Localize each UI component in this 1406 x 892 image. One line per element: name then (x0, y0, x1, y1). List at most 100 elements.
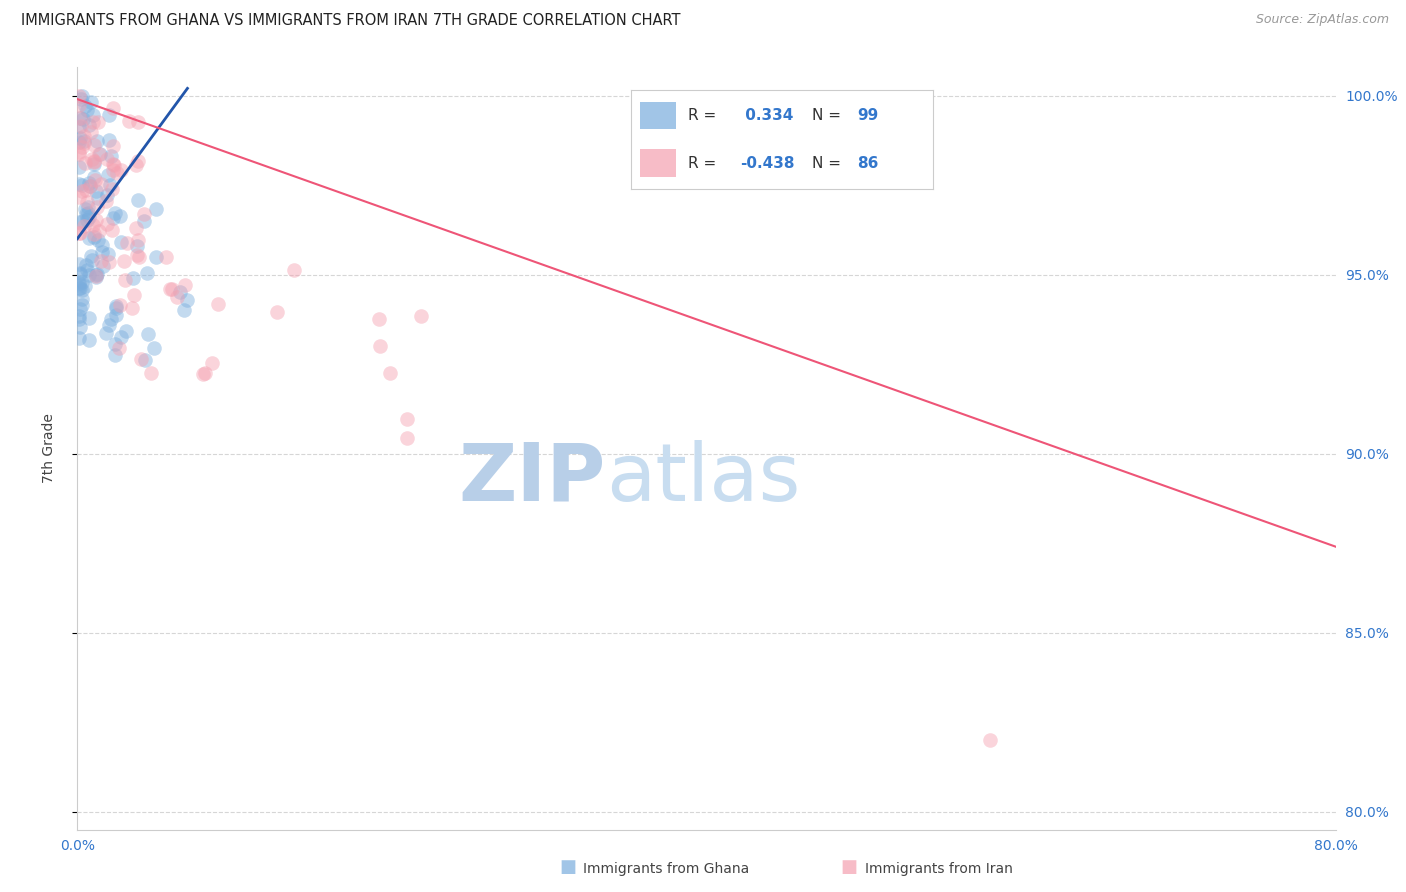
Point (979, 733, 1001, 747)
Point (127, 193, 149, 207)
Point (173, 303, 195, 318)
Point (70, 283, 93, 297)
Point (73, 128, 96, 143)
Point (69, 227, 91, 241)
Point (76, 103, 98, 117)
Point (80, 249, 103, 263)
Point (169, 285, 191, 300)
Point (76, 262, 98, 277)
Point (70, 275, 93, 289)
Point (127, 154, 149, 169)
Point (72, 213, 94, 227)
Point (83, 230, 105, 244)
Point (378, 366, 401, 380)
Point (84, 173, 107, 187)
Point (70, 178, 93, 193)
Point (67, 135, 90, 149)
Point (124, 288, 146, 302)
Point (191, 367, 214, 381)
Point (87, 233, 110, 247)
Point (132, 206, 155, 220)
Bar (640, 149, 676, 177)
Point (128, 250, 150, 264)
Point (76, 195, 98, 210)
Point (94, 326, 117, 340)
Point (105, 308, 128, 322)
Point (70, 140, 93, 154)
Point (176, 293, 198, 307)
Point (396, 432, 419, 446)
Point (266, 305, 288, 319)
Bar (640, 102, 676, 129)
Text: ■: ■ (560, 858, 576, 876)
Point (100, 178, 122, 193)
Point (104, 337, 127, 351)
Point (125, 220, 148, 235)
Point (86, 190, 108, 204)
Point (86, 268, 108, 282)
Point (77, 176, 100, 190)
Point (69, 131, 91, 145)
Point (118, 113, 141, 128)
Point (160, 282, 183, 296)
Point (108, 298, 131, 312)
Y-axis label: 7th Grade: 7th Grade (42, 413, 56, 483)
Point (96, 188, 118, 202)
Point (67, 147, 90, 161)
Text: N =: N = (813, 155, 841, 170)
Point (67, 161, 90, 175)
Point (108, 341, 131, 355)
Point (67, 178, 90, 192)
Point (101, 211, 124, 226)
Point (97, 169, 120, 183)
Text: Immigrants from Ghana: Immigrants from Ghana (583, 862, 749, 876)
Point (73, 136, 96, 151)
Point (75, 183, 97, 197)
Point (121, 301, 143, 315)
Text: IMMIGRANTS FROM GHANA VS IMMIGRANTS FROM IRAN 7TH GRADE CORRELATION CHART: IMMIGRANTS FROM GHANA VS IMMIGRANTS FROM… (21, 13, 681, 29)
Point (77, 311, 100, 326)
Point (145, 202, 167, 217)
Point (174, 278, 197, 293)
Point (80, 253, 103, 268)
Point (83, 155, 105, 169)
Point (69, 319, 91, 334)
Point (110, 162, 132, 177)
Point (79, 125, 101, 139)
Point (125, 248, 148, 262)
Point (89, 147, 111, 161)
Point (70, 298, 93, 312)
Point (67, 309, 90, 323)
Point (69, 112, 91, 126)
Point (201, 356, 224, 370)
Point (79, 178, 101, 193)
Point (67, 97, 90, 112)
Point (101, 138, 124, 153)
Point (112, 253, 135, 268)
Point (110, 330, 132, 344)
Point (104, 206, 127, 220)
Point (103, 163, 125, 178)
Point (90, 254, 112, 268)
Point (129, 352, 152, 367)
Point (77, 118, 100, 132)
Point (159, 282, 181, 296)
Point (136, 327, 159, 342)
Point (83, 227, 105, 242)
Text: ZIP: ZIP (458, 440, 606, 517)
Point (69, 302, 91, 317)
Point (114, 272, 136, 286)
Point (105, 166, 128, 180)
Point (83, 169, 105, 184)
Point (77, 230, 100, 244)
Point (115, 324, 138, 338)
Point (67, 227, 90, 241)
Point (127, 239, 149, 253)
Point (124, 158, 146, 172)
Point (79, 178, 101, 193)
Point (121, 270, 143, 285)
Point (110, 235, 132, 249)
Point (368, 338, 391, 352)
Point (76, 206, 98, 220)
Text: Immigrants from Iran: Immigrants from Iran (865, 862, 1012, 876)
